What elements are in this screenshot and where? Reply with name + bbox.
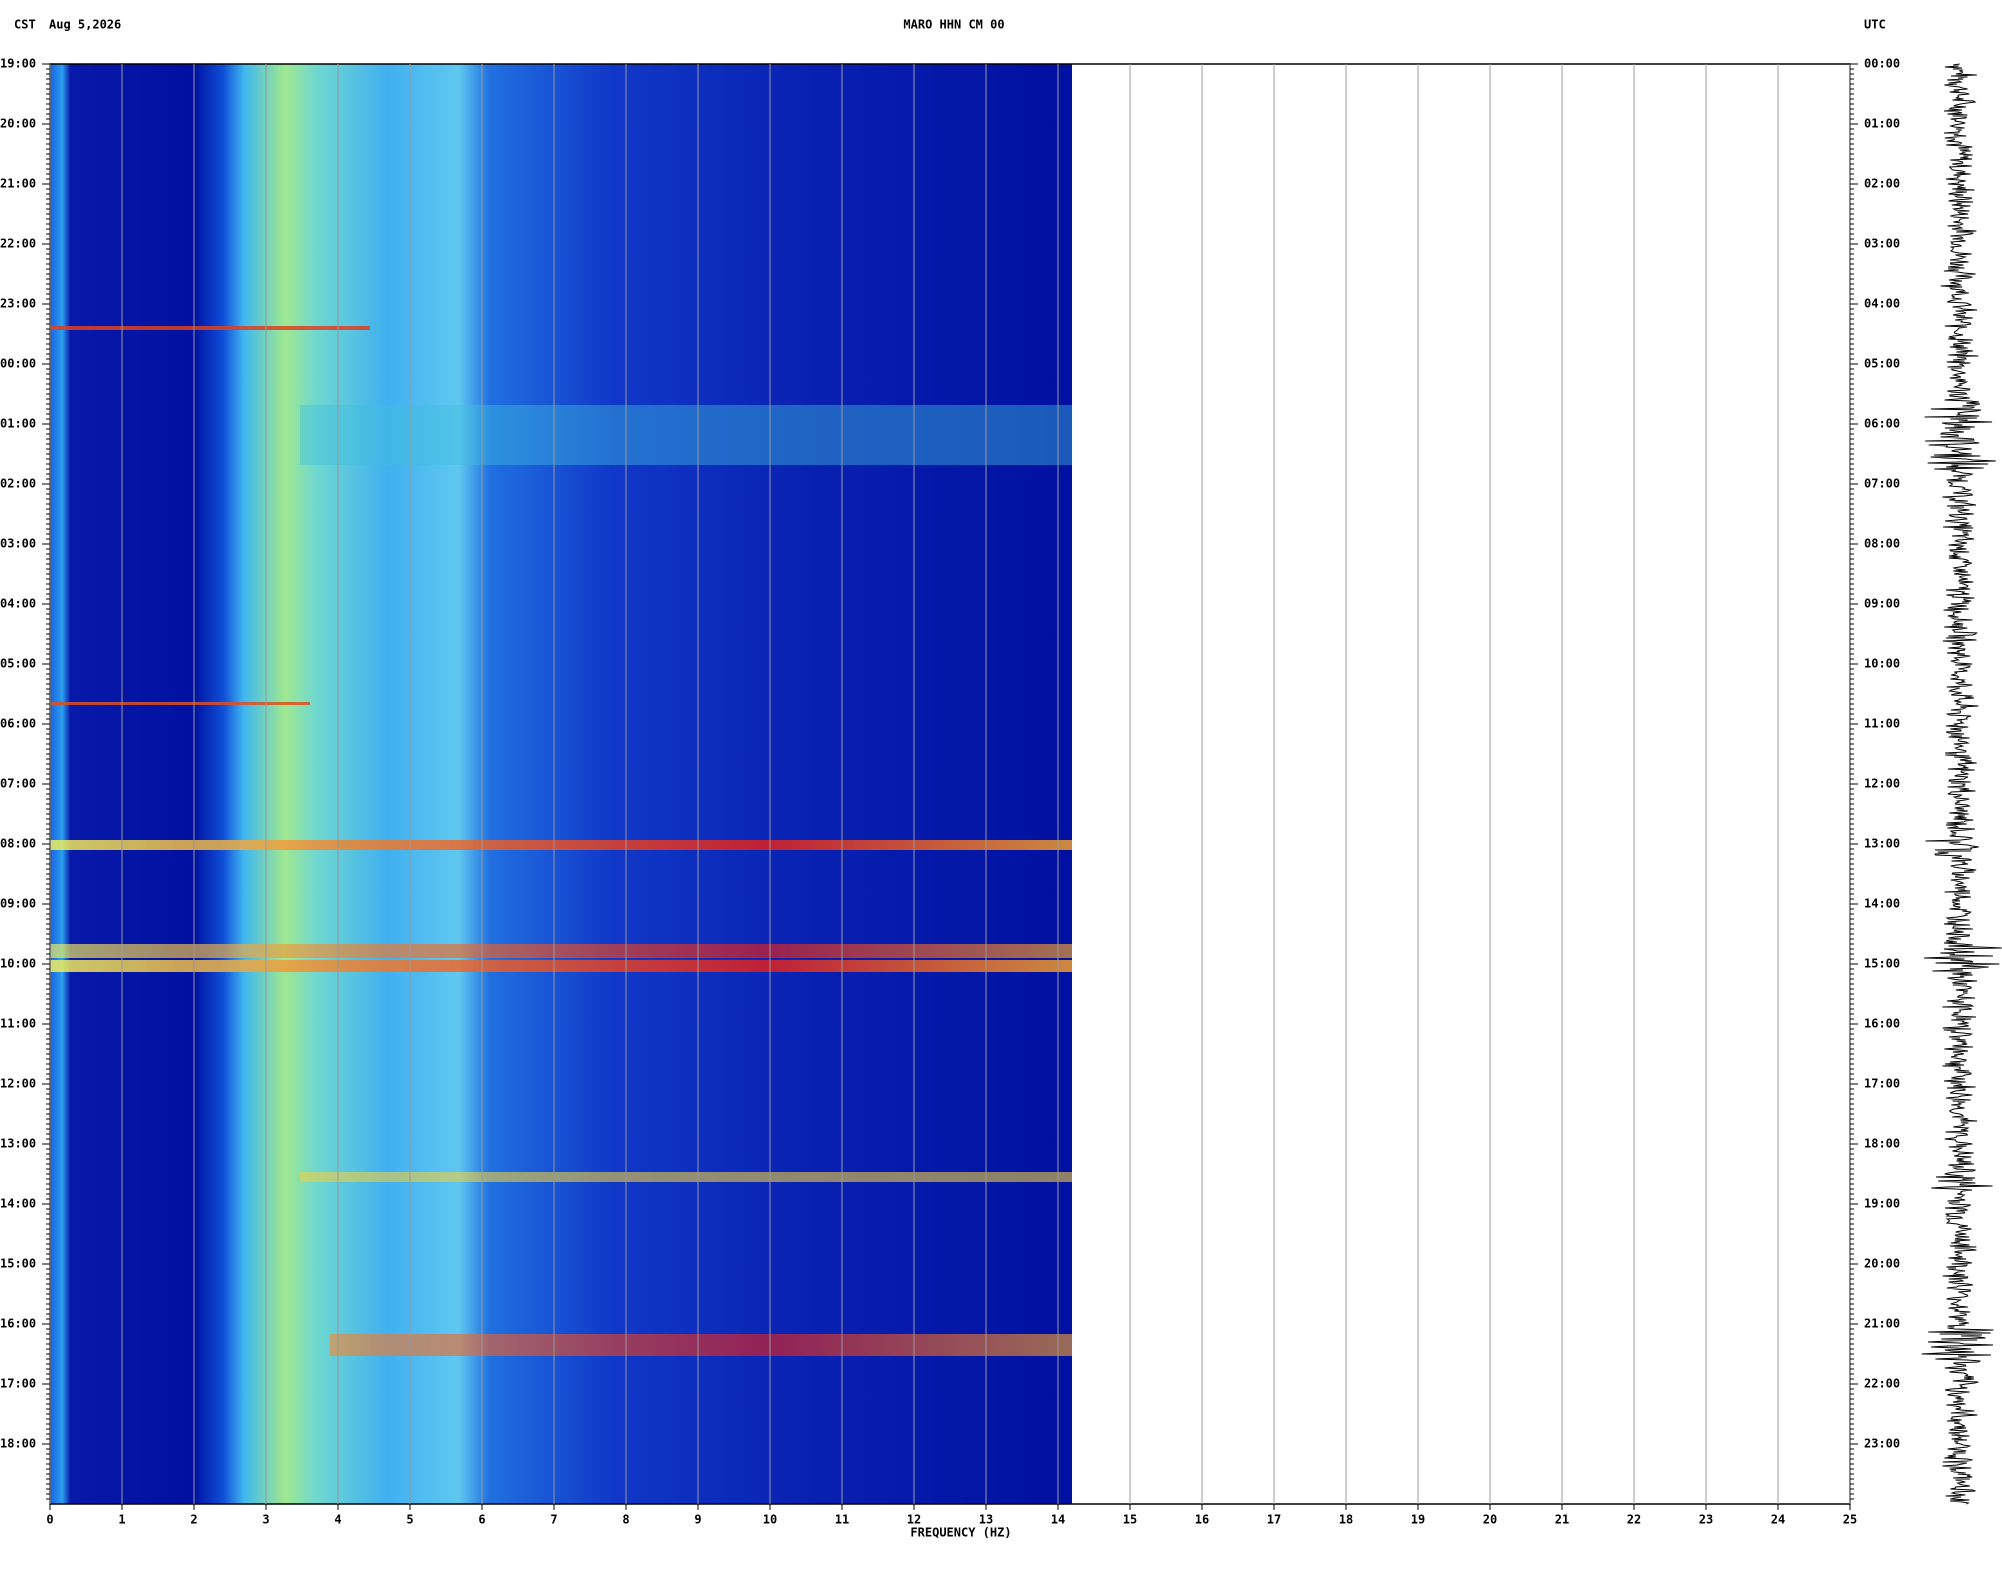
y2-tick-label: 03:00 (1864, 237, 1900, 251)
y2-tick-label: 10:00 (1864, 657, 1900, 671)
y2-tick-label: 11:00 (1864, 717, 1900, 731)
event (50, 702, 310, 705)
event (50, 944, 1072, 958)
timezone-right: UTC (1864, 18, 1886, 32)
y2-tick-label: 20:00 (1864, 1257, 1900, 1271)
y2-tick-label: 18:00 (1864, 1137, 1900, 1151)
spectrogram (50, 64, 1072, 1504)
y-tick-label: 09:00 (0, 897, 36, 911)
y-tick-label: 13:00 (0, 1137, 36, 1151)
x-tick-label: 19 (1411, 1513, 1425, 1527)
y2-tick-label: 12:00 (1864, 777, 1900, 791)
event (50, 326, 370, 330)
y-tick-label: 05:00 (0, 657, 36, 671)
y2-tick-label: 08:00 (1864, 537, 1900, 551)
x-tick-label: 8 (622, 1513, 629, 1527)
y2-tick-label: 00:00 (1864, 57, 1900, 71)
y-tick-label: 06:00 (0, 717, 36, 731)
x-tick-label: 16 (1195, 1513, 1209, 1527)
y2-tick-label: 13:00 (1864, 837, 1900, 851)
x-tick-label: 9 (694, 1513, 701, 1527)
y2-tick-label: 15:00 (1864, 957, 1900, 971)
y2-tick-label: 19:00 (1864, 1197, 1900, 1211)
x-tick-label: 24 (1771, 1513, 1785, 1527)
x-axis-label: FREQUENCY (HZ) (910, 1526, 1011, 1540)
x-tick-label: 15 (1123, 1513, 1137, 1527)
date: Aug 5,2026 (49, 18, 121, 32)
y-tick-label: 18:00 (0, 1437, 36, 1451)
x-tick-label: 5 (406, 1513, 413, 1527)
y2-tick-label: 07:00 (1864, 477, 1900, 491)
y-tick-label: 08:00 (0, 837, 36, 851)
y-tick-label: 07:00 (0, 777, 36, 791)
y-tick-label: 19:00 (0, 57, 36, 71)
x-tick-label: 20 (1483, 1513, 1497, 1527)
y-tick-label: 03:00 (0, 537, 36, 551)
y-tick-label: 00:00 (0, 357, 36, 371)
y2-tick-label: 14:00 (1864, 897, 1900, 911)
y2-tick-label: 01:00 (1864, 117, 1900, 131)
x-tick-label: 2 (190, 1513, 197, 1527)
x-tick-label: 22 (1627, 1513, 1641, 1527)
x-tick-label: 6 (478, 1513, 485, 1527)
y2-tick-label: 09:00 (1864, 597, 1900, 611)
x-tick-label: 14 (1051, 1513, 1065, 1527)
y-tick-label: 17:00 (0, 1377, 36, 1391)
event (50, 960, 1072, 972)
x-tick-label: 0 (46, 1513, 53, 1527)
y-tick-label: 01:00 (0, 417, 36, 431)
event (330, 1334, 1072, 1356)
x-tick-label: 18 (1339, 1513, 1353, 1527)
y2-tick-label: 17:00 (1864, 1077, 1900, 1091)
event (50, 840, 1072, 850)
y-tick-label: 23:00 (0, 297, 36, 311)
y2-tick-label: 04:00 (1864, 297, 1900, 311)
seismogram-trace (1921, 63, 2002, 1505)
x-tick-label: 25 (1843, 1513, 1857, 1527)
x-tick-label: 12 (907, 1513, 921, 1527)
y2-tick-label: 06:00 (1864, 417, 1900, 431)
y-tick-label: 04:00 (0, 597, 36, 611)
y2-tick-label: 02:00 (1864, 177, 1900, 191)
x-tick-label: 17 (1267, 1513, 1281, 1527)
y-tick-label: 21:00 (0, 177, 36, 191)
y2-tick-label: 05:00 (1864, 357, 1900, 371)
y-tick-label: 20:00 (0, 117, 36, 131)
x-tick-label: 7 (550, 1513, 557, 1527)
y-tick-label: 02:00 (0, 477, 36, 491)
timezone-left: CST (14, 18, 36, 32)
chart-title: MARO HHN CM 00 (903, 18, 1004, 32)
event (300, 405, 1072, 465)
x-tick-label: 10 (763, 1513, 777, 1527)
x-tick-label: 11 (835, 1513, 849, 1527)
y-tick-label: 11:00 (0, 1017, 36, 1031)
event (300, 1172, 1072, 1182)
x-tick-label: 4 (334, 1513, 341, 1527)
x-tick-label: 1 (118, 1513, 125, 1527)
events (50, 326, 1072, 1356)
y2-tick-label: 21:00 (1864, 1317, 1900, 1331)
y-tick-label: 22:00 (0, 237, 36, 251)
y-tick-label: 12:00 (0, 1077, 36, 1091)
x-tick-label: 21 (1555, 1513, 1569, 1527)
y-tick-label: 15:00 (0, 1257, 36, 1271)
y-tick-label: 14:00 (0, 1197, 36, 1211)
y2-tick-label: 23:00 (1864, 1437, 1900, 1451)
x-tick-label: 23 (1699, 1513, 1713, 1527)
y-tick-label: 10:00 (0, 957, 36, 971)
y-tick-label: 16:00 (0, 1317, 36, 1331)
y2-tick-label: 22:00 (1864, 1377, 1900, 1391)
y2-tick-label: 16:00 (1864, 1017, 1900, 1031)
x-tick-label: 3 (262, 1513, 269, 1527)
x-tick-label: 13 (979, 1513, 993, 1527)
